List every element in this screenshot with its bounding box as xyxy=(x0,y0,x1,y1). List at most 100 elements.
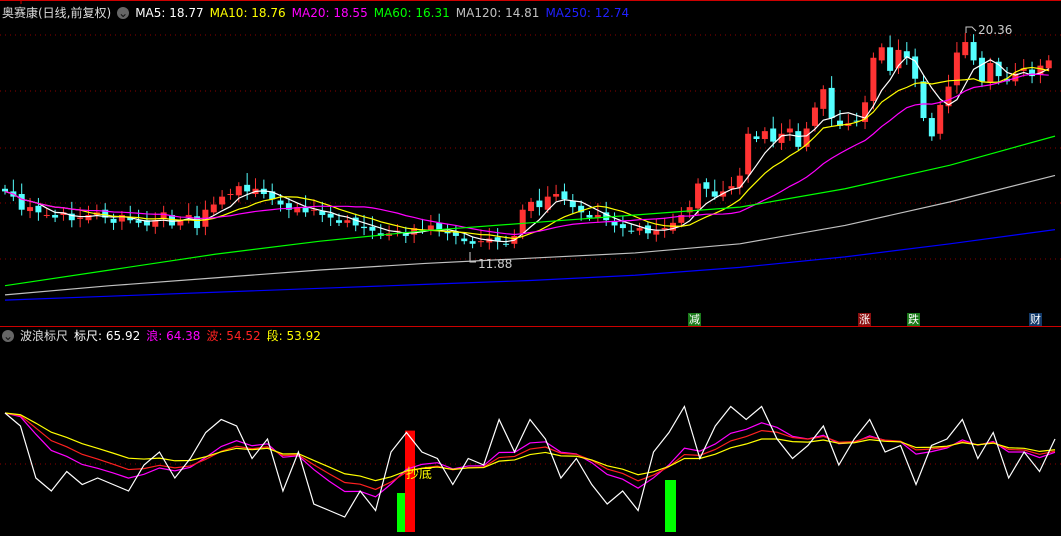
candle-body xyxy=(427,225,434,231)
candle-body xyxy=(953,52,960,86)
candle-body xyxy=(678,214,685,223)
candle-body xyxy=(35,205,42,213)
ma120-line xyxy=(4,174,1056,296)
ruler-value: 标尺: 65.92 xyxy=(74,329,141,343)
signal-bar xyxy=(397,493,405,532)
candle-body xyxy=(920,81,927,119)
signal-bar xyxy=(665,480,676,532)
candle-body xyxy=(978,57,985,82)
candle-body xyxy=(887,47,894,71)
ma20-line xyxy=(4,73,1049,236)
stock-title: 奥赛康(日线,前复权) xyxy=(2,6,112,20)
candle-body xyxy=(494,237,501,242)
high-marker-icon xyxy=(965,26,977,33)
candle-body xyxy=(561,191,568,200)
signal-tag-finance[interactable]: 财 xyxy=(1029,313,1042,326)
candle-body xyxy=(77,217,84,219)
signal-tag-rise[interactable]: 涨 xyxy=(858,313,871,326)
ma5-value: MA5: 18.77 xyxy=(135,6,204,20)
candle-body xyxy=(653,230,660,235)
signal-tag-reduce[interactable]: 减 xyxy=(688,313,701,326)
ripple-value: 波: 54.52 xyxy=(206,329,261,343)
candle-body xyxy=(878,47,885,61)
candle-body xyxy=(786,128,793,133)
candle-body xyxy=(728,186,735,189)
ripple-line xyxy=(4,412,1056,491)
candle-body xyxy=(753,136,760,139)
candle-body xyxy=(937,104,944,134)
candle-body xyxy=(194,216,201,229)
candle-body xyxy=(402,232,409,236)
candle-body xyxy=(761,131,768,139)
candle-body xyxy=(903,51,910,58)
candle-body xyxy=(895,49,902,69)
candle-body xyxy=(152,220,159,227)
candle-body xyxy=(444,232,451,234)
candle-body xyxy=(736,175,743,188)
candle-body xyxy=(987,63,994,83)
candle-body xyxy=(110,218,117,223)
ma250-line xyxy=(4,229,1056,301)
candle-body xyxy=(285,203,292,210)
candle-body xyxy=(319,211,326,215)
candle-body xyxy=(553,194,560,197)
candle-body xyxy=(452,232,459,236)
candle-body xyxy=(995,61,1002,77)
candle-body xyxy=(302,207,309,213)
candle-body xyxy=(636,228,643,231)
indicator-name: 波浪标尺 xyxy=(20,329,69,343)
ma10-value: MA10: 18.76 xyxy=(209,6,286,20)
candle-body xyxy=(853,120,860,122)
candle-body xyxy=(185,214,192,218)
candle-body xyxy=(477,241,484,243)
chevron-down-icon[interactable]: ⌄ xyxy=(117,6,130,20)
candle-body xyxy=(695,183,702,209)
candle-body xyxy=(160,212,167,219)
candle-body xyxy=(235,186,242,196)
ma250-value: MA250: 12.74 xyxy=(545,6,630,20)
chevron-down-icon[interactable]: ⌄ xyxy=(2,329,14,343)
candle-body xyxy=(1037,65,1044,75)
candle-body xyxy=(619,224,626,229)
candle-body xyxy=(578,205,585,213)
candle-body xyxy=(544,196,551,210)
ma20-value: MA20: 18.55 xyxy=(291,6,368,20)
low-price-label: 11.88 xyxy=(478,257,513,271)
candle-body xyxy=(327,213,334,218)
candle-body xyxy=(770,128,777,142)
candle-body xyxy=(628,230,635,232)
candle-body xyxy=(135,220,142,223)
candle-body xyxy=(803,128,810,147)
candle-body xyxy=(18,194,25,210)
candle-body xyxy=(219,196,226,205)
candle-body xyxy=(528,201,535,212)
candle-body xyxy=(27,207,34,212)
candle-body xyxy=(310,209,317,211)
candle-body xyxy=(68,213,75,221)
candle-body xyxy=(711,191,718,197)
candle-body xyxy=(795,131,802,147)
candle-body xyxy=(519,209,526,234)
ruler-line xyxy=(4,405,1056,518)
candle-body xyxy=(837,120,843,126)
signal-tag-fall[interactable]: 跌 xyxy=(907,313,920,326)
segment-value: 段: 53.92 xyxy=(266,329,321,343)
candle-body xyxy=(703,182,710,189)
candle-body xyxy=(277,200,284,205)
candle-body xyxy=(594,214,601,218)
candle-body xyxy=(778,133,785,143)
candle-body xyxy=(143,220,150,226)
candle-body xyxy=(970,42,977,61)
ma60-line xyxy=(4,135,1056,287)
ma10-line xyxy=(4,66,1049,240)
candle-body xyxy=(745,133,752,175)
candle-body xyxy=(536,200,543,208)
wave-value: 浪: 64.38 xyxy=(146,329,201,343)
candle-body xyxy=(85,214,92,221)
candle-body xyxy=(227,194,234,196)
candle-body xyxy=(461,238,468,242)
candle-body xyxy=(945,86,952,107)
candle-body xyxy=(336,220,342,223)
candle-body xyxy=(661,228,668,230)
